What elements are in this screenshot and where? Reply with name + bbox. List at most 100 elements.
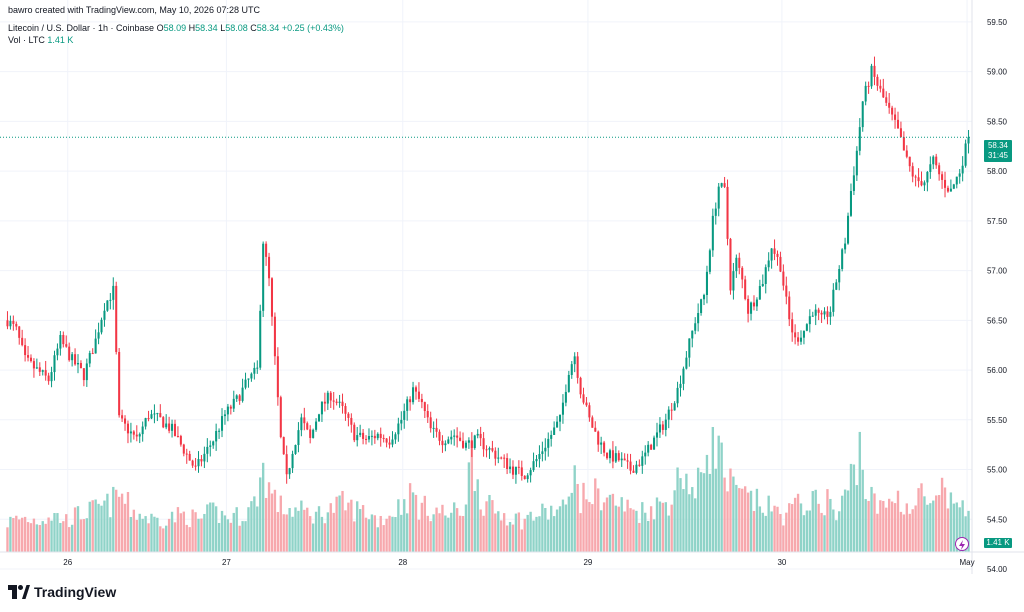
candle-body xyxy=(620,458,623,461)
volume-bar xyxy=(497,511,500,552)
candle-body xyxy=(44,370,47,376)
candle-body xyxy=(946,187,949,192)
candle-body xyxy=(459,437,462,441)
volume-bar xyxy=(682,489,685,552)
volume-bar xyxy=(408,483,412,552)
candle-body xyxy=(717,186,720,209)
volume-bar xyxy=(676,467,679,552)
volume-bar xyxy=(73,507,77,552)
candle-body xyxy=(165,423,168,428)
candle-body xyxy=(179,436,182,445)
volume-bar xyxy=(406,513,409,552)
candle-body xyxy=(185,453,188,455)
volume-bar xyxy=(309,516,312,552)
volume-bar xyxy=(811,491,814,552)
candle-body xyxy=(100,319,103,333)
volume-bar xyxy=(126,492,130,552)
volume-bar xyxy=(547,519,550,552)
volume-bar xyxy=(206,504,209,552)
volume-bar xyxy=(658,501,662,552)
candle-body xyxy=(932,156,935,165)
candle-body xyxy=(156,413,159,415)
time-tick-label: 27 xyxy=(222,558,231,567)
volume-bar xyxy=(708,473,712,552)
volume-bar xyxy=(655,497,659,552)
volume-bar xyxy=(376,527,379,552)
volume-bar xyxy=(267,482,271,552)
candle-body xyxy=(823,311,826,315)
volume-bar xyxy=(426,515,429,552)
volume-bar xyxy=(182,511,185,552)
candle-body xyxy=(432,427,435,429)
volume-bar xyxy=(932,500,935,552)
candle-body xyxy=(573,356,576,365)
candle-body xyxy=(300,417,303,431)
candle-body xyxy=(735,257,738,272)
volume-bar xyxy=(220,510,224,552)
candle-body xyxy=(864,85,867,102)
candle-body xyxy=(235,395,238,399)
candle-body xyxy=(514,466,517,475)
candle-body xyxy=(241,387,244,401)
volume-bar xyxy=(250,501,253,552)
candle-body xyxy=(817,309,820,313)
tradingview-logo[interactable]: TradingView xyxy=(8,584,116,600)
candle-body xyxy=(464,442,467,448)
candle-body xyxy=(591,417,594,428)
candle-body xyxy=(861,101,864,128)
volume-label[interactable]: Vol · LTC xyxy=(8,35,45,45)
volume-bar xyxy=(885,507,888,552)
volume-bar xyxy=(482,515,485,552)
candle-body xyxy=(603,442,606,453)
volume-bar xyxy=(873,493,876,552)
volume-bar xyxy=(162,528,165,552)
candle-body xyxy=(409,399,412,403)
volume-bar xyxy=(438,513,441,552)
time-axis[interactable]: 2627282930May2345678910 xyxy=(63,558,1024,567)
attribution: bawro created with TradingView.com, May … xyxy=(8,5,260,15)
volume-bar xyxy=(597,488,600,552)
candle-body xyxy=(682,368,685,384)
candle-body xyxy=(517,466,520,468)
candle-body xyxy=(896,119,900,129)
candle-body xyxy=(470,440,473,448)
candle-body xyxy=(523,475,526,480)
open-label: O xyxy=(156,23,164,33)
candle-body xyxy=(623,458,626,461)
volume-bar xyxy=(588,502,591,552)
candle-body xyxy=(691,330,694,339)
flash-icon[interactable] xyxy=(955,537,969,551)
volume-bar xyxy=(729,468,732,552)
candle-body xyxy=(958,173,961,177)
volume-bar xyxy=(103,500,106,552)
candle-body xyxy=(820,312,823,315)
volume-bar xyxy=(890,501,894,552)
candle-body xyxy=(244,379,247,388)
volume-bar xyxy=(38,525,41,552)
volume-bar xyxy=(776,506,779,552)
volume-bar xyxy=(476,479,479,552)
candle-body xyxy=(685,357,688,369)
volume-bar xyxy=(823,515,826,552)
candle-body xyxy=(444,443,447,446)
volume-bar xyxy=(253,496,256,552)
price-axis[interactable]: 59.50 59.00 58.50 58.00 57.50 57.00 56.50 56.00… xyxy=(987,18,1008,574)
candle-body xyxy=(867,85,870,87)
volume-bar xyxy=(144,516,147,552)
volume-bar xyxy=(779,513,782,552)
volume-bar xyxy=(967,510,970,552)
candle-body xyxy=(406,399,409,411)
candle-body xyxy=(467,440,470,443)
candle-body xyxy=(317,414,321,422)
candle-body xyxy=(688,338,691,358)
candle-body xyxy=(791,319,794,333)
symbol-title[interactable]: Litecoin / U.S. Dollar · 1h · Coinbase xyxy=(8,23,155,33)
price-tick-label: 58.00 xyxy=(987,167,1008,176)
candle-body xyxy=(888,102,891,108)
candle-body xyxy=(394,434,397,440)
candle-body xyxy=(173,423,177,436)
candle-body xyxy=(350,417,353,425)
volume-bar xyxy=(79,519,83,552)
candle-body xyxy=(858,127,861,151)
